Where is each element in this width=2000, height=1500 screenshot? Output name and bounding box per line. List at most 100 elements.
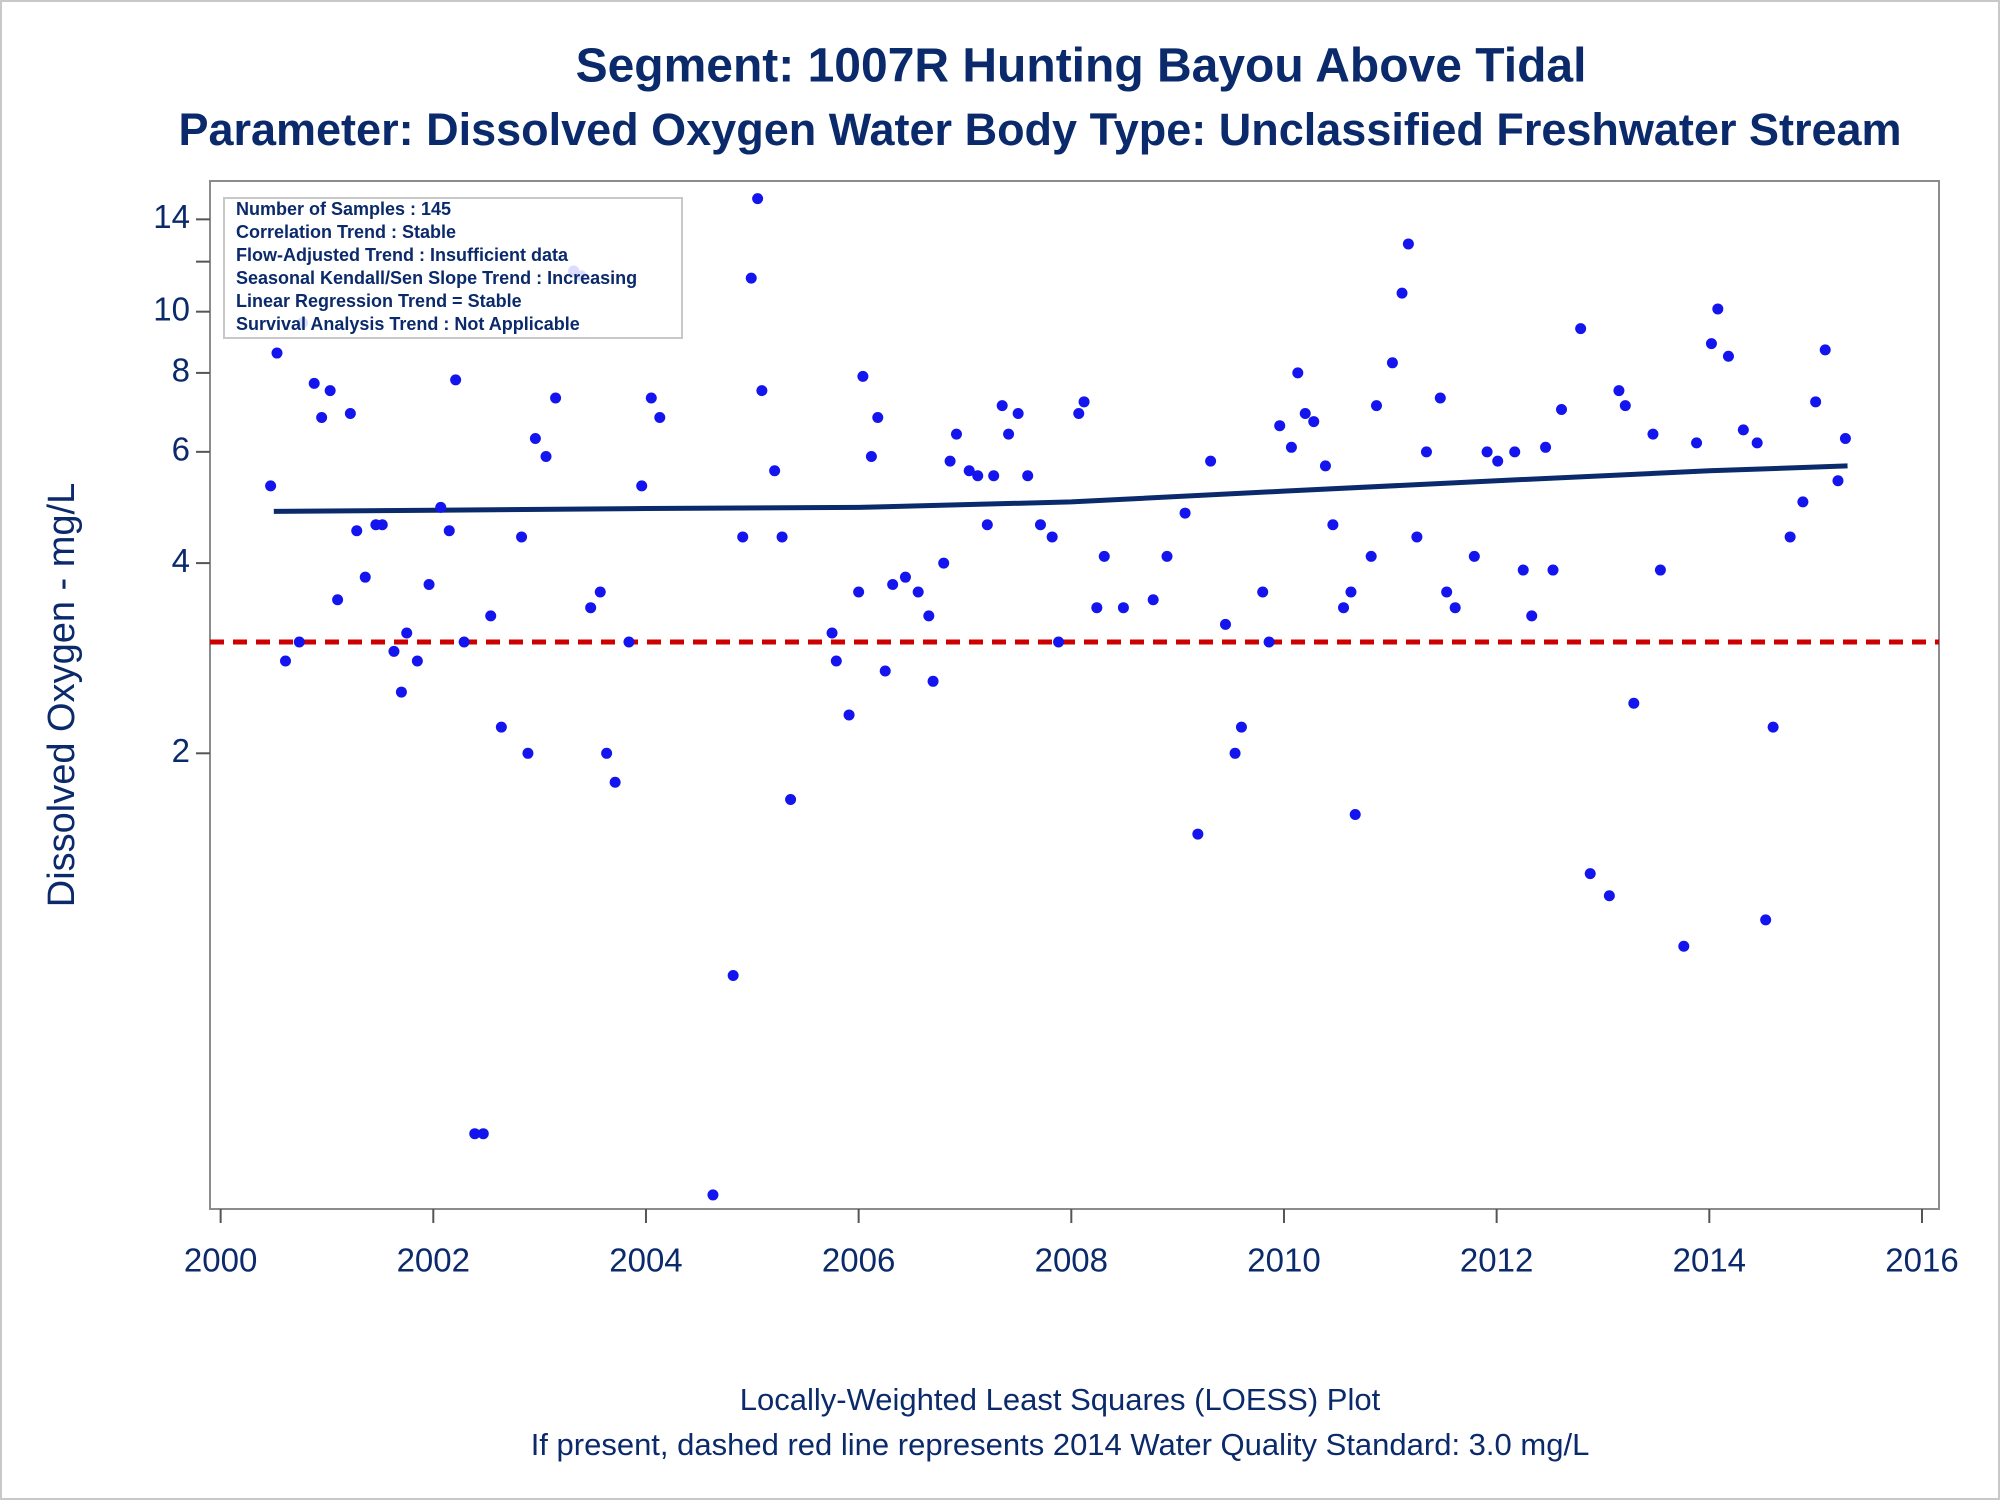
- data-point: [1263, 636, 1275, 648]
- stats-line: Seasonal Kendall/Sen Slope Trend : Incre…: [236, 268, 637, 288]
- data-point: [516, 531, 528, 543]
- data-point: [495, 721, 507, 733]
- data-point: [344, 407, 356, 419]
- data-point: [1737, 424, 1749, 436]
- data-point: [826, 627, 838, 639]
- x-tick-label: 2010: [1247, 1242, 1320, 1279]
- data-point: [1449, 602, 1461, 614]
- data-point: [1492, 455, 1504, 467]
- data-point: [1654, 564, 1666, 576]
- data-point: [1468, 550, 1480, 562]
- data-point: [1619, 400, 1631, 412]
- data-point: [1098, 550, 1110, 562]
- data-point: [1839, 432, 1851, 444]
- data-point: [899, 571, 911, 583]
- data-point: [927, 675, 939, 687]
- data-point: [411, 655, 423, 667]
- data-point: [887, 578, 899, 590]
- data-point: [1327, 519, 1339, 531]
- y-tick-label: 10: [153, 290, 190, 327]
- data-point: [623, 636, 635, 648]
- stats-line: Linear Regression Trend = Stable: [236, 291, 522, 311]
- data-point: [1012, 407, 1024, 419]
- data-point: [1691, 437, 1703, 449]
- chart-title: Segment: 1007R Hunting Bayou Above Tidal: [576, 40, 1587, 93]
- data-point: [1161, 550, 1173, 562]
- data-point: [351, 525, 363, 537]
- stats-line: Correlation Trend : Stable: [236, 222, 456, 242]
- y-tick-label: 6: [172, 431, 190, 468]
- data-point: [1556, 404, 1568, 416]
- data-point: [271, 347, 283, 359]
- data-point: [727, 969, 739, 981]
- data-point: [550, 392, 562, 404]
- data-point: [1205, 455, 1217, 467]
- data-point: [1784, 531, 1796, 543]
- data-point: [1034, 519, 1046, 531]
- data-point: [1509, 446, 1521, 458]
- data-point: [785, 794, 797, 806]
- data-point: [485, 610, 497, 622]
- data-point: [1647, 428, 1659, 440]
- data-point: [1411, 531, 1423, 543]
- chart-subtitle: Parameter: Dissolved Oxygen Water Body T…: [178, 104, 1901, 155]
- data-point: [963, 465, 975, 477]
- data-point: [923, 610, 935, 622]
- data-point: [1767, 721, 1779, 733]
- x-tick-label: 2016: [1885, 1242, 1958, 1279]
- data-point: [872, 412, 884, 424]
- data-point: [324, 385, 336, 397]
- data-point: [1117, 602, 1129, 614]
- data-point: [756, 385, 768, 397]
- data-point: [1338, 602, 1350, 614]
- data-point: [865, 450, 877, 462]
- plot-area: [209, 180, 1940, 1210]
- data-point: [830, 655, 842, 667]
- data-point: [308, 377, 320, 389]
- data-point: [654, 412, 666, 424]
- x-tick-label: 2000: [184, 1242, 257, 1279]
- data-point: [388, 645, 400, 657]
- data-point: [1292, 367, 1304, 379]
- data-point: [594, 586, 606, 598]
- data-point: [769, 465, 781, 477]
- data-point: [1722, 350, 1734, 362]
- data-point: [395, 686, 407, 698]
- data-point: [293, 636, 305, 648]
- data-point: [1797, 496, 1809, 508]
- data-point: [1481, 446, 1493, 458]
- stats-box: [223, 197, 683, 339]
- data-point: [316, 412, 328, 424]
- x-tick-label: 2002: [397, 1242, 470, 1279]
- data-point: [1365, 550, 1377, 562]
- data-point: [737, 531, 749, 543]
- loess-line: [273, 463, 1848, 514]
- data-point: [376, 519, 388, 531]
- y-tick-label: 8: [172, 352, 190, 389]
- data-point: [857, 370, 869, 382]
- data-point: [1584, 868, 1596, 880]
- stats-line: Number of Samples : 145: [236, 199, 451, 219]
- data-point: [1810, 396, 1822, 408]
- data-point: [1022, 470, 1034, 482]
- data-point: [1229, 747, 1241, 759]
- data-point: [1091, 602, 1103, 614]
- data-point: [972, 470, 984, 482]
- data-point: [1192, 828, 1204, 840]
- data-point: [265, 480, 277, 492]
- data-point: [1678, 940, 1690, 952]
- data-point: [1147, 594, 1159, 606]
- data-point: [609, 776, 621, 788]
- data-point: [332, 594, 344, 606]
- data-point: [601, 747, 613, 759]
- data-point: [1386, 357, 1398, 369]
- data-point: [450, 374, 462, 386]
- data-point: [1434, 392, 1446, 404]
- data-point: [1274, 420, 1286, 432]
- y-tick-label: 14: [153, 198, 190, 235]
- data-point: [1526, 610, 1538, 622]
- data-point: [707, 1189, 719, 1201]
- data-point: [636, 480, 648, 492]
- data-point: [1517, 564, 1529, 576]
